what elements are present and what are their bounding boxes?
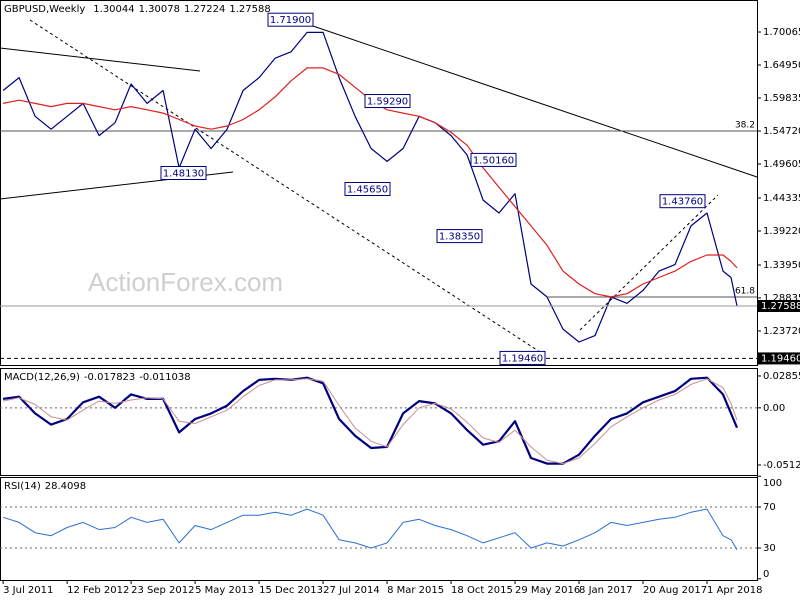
pane-title-name: GBPUSD,Weekly <box>4 4 85 15</box>
y-tick-label: 0 <box>763 569 769 580</box>
level-tag-text: 1.19460 <box>761 353 800 364</box>
y-tick-label: 1.59835 <box>763 93 800 104</box>
annotation-label: 1.43760 <box>662 197 703 208</box>
y-tick-label: 1.70065 <box>763 27 800 38</box>
y-tick-label: 1.64950 <box>763 60 800 71</box>
annotation-label: 1.19460 <box>502 353 543 364</box>
x-tick-label: 12 Feb 2012 <box>67 585 129 596</box>
annotation-label: 1.48130 <box>163 169 204 180</box>
pane-title-name: RSI(14) <box>4 481 41 492</box>
y-tick-label: 1.44335 <box>763 193 800 204</box>
y-tick-label: 70 <box>763 502 776 513</box>
annotation-box <box>659 194 706 209</box>
x-tick-label: 1 Apr 2018 <box>707 585 762 596</box>
y-tick-label: 1.54720 <box>763 126 800 137</box>
annotation-box <box>470 152 517 167</box>
x-tick-label: 5 May 2013 <box>195 585 254 596</box>
x-tick-label: 18 Oct 2015 <box>451 585 513 596</box>
pane-frame <box>0 0 758 366</box>
trendline <box>579 194 719 331</box>
annotation-box <box>267 12 314 27</box>
x-tick-label: 3 Jul 2011 <box>3 585 53 596</box>
last-value: -0.011038 <box>139 372 190 383</box>
ohlc-value: 1.30078 <box>139 4 180 15</box>
y-tick-label: 100 <box>763 478 782 489</box>
x-tick-label: 8 Jan 2017 <box>579 585 633 596</box>
x-tick-label: 27 Jul 2014 <box>323 585 380 596</box>
level-label: 38.2 <box>735 120 755 130</box>
last-value: -0.017823 <box>84 372 135 383</box>
y-tick-label: 1.49605 <box>763 159 800 170</box>
y-tick-label: 1.33950 <box>763 260 800 271</box>
ohlc-value: 1.27224 <box>184 4 225 15</box>
x-tick-label: 23 Sep 2012 <box>131 585 194 596</box>
series-line <box>2 376 739 465</box>
ohlc-value: 1.30044 <box>93 4 134 15</box>
watermark: ActionForex.com <box>88 267 283 297</box>
x-tick-label: 29 May 2016 <box>515 585 580 596</box>
annotation-label: 1.59290 <box>367 97 408 108</box>
annotation-box <box>344 181 391 196</box>
annotation-label: 1.50160 <box>473 155 514 166</box>
y-tick-label: 0.00 <box>763 403 785 414</box>
ohlc-value: 1.27588 <box>229 4 270 15</box>
y-tick-label: 30 <box>763 543 776 554</box>
pane-title: GBPUSD,Weekly 1.30044 1.30078 1.27224 1.2758… <box>4 4 271 15</box>
x-tick-label: 20 Aug 2017 <box>643 585 707 596</box>
level-tag <box>758 352 800 365</box>
trendline <box>309 24 758 178</box>
series-line <box>2 31 738 343</box>
trendline <box>0 47 201 72</box>
annotation-box <box>499 350 546 365</box>
pane-title-name: MACD(12,26,9) <box>4 372 80 383</box>
pane-frame <box>0 368 758 476</box>
y-tick-label: 0.02855 <box>763 371 800 382</box>
series-line <box>2 508 738 550</box>
annotation-label: 1.45650 <box>347 184 388 195</box>
series-line <box>2 378 738 465</box>
y-tick-label: 1.28835 <box>763 293 800 304</box>
y-tick-label: -0.05124 <box>763 460 800 471</box>
annotation-label: 1.38350 <box>439 232 480 243</box>
annotation-box <box>160 166 207 181</box>
last-price-tag <box>758 299 800 312</box>
pane-title: MACD(12,26,9) -0.017823 -0.011038 <box>4 372 191 383</box>
y-tick-label: 1.39220 <box>763 226 800 237</box>
annotation-box <box>436 229 483 244</box>
pane-title: RSI(14) 28.4098 <box>4 481 86 492</box>
level-label: 61.8 <box>735 287 755 297</box>
annotation-label: 1.71900 <box>270 15 311 26</box>
x-tick-label: 15 Dec 2013 <box>259 585 323 596</box>
x-tick-label: 8 Mar 2015 <box>387 585 444 596</box>
annotation-box <box>364 94 411 109</box>
last-price-tag-text: 1.27588 <box>761 301 800 312</box>
pane-frame <box>0 477 758 581</box>
last-value: 28.4098 <box>45 481 86 492</box>
y-tick-label: 1.23720 <box>763 326 800 337</box>
